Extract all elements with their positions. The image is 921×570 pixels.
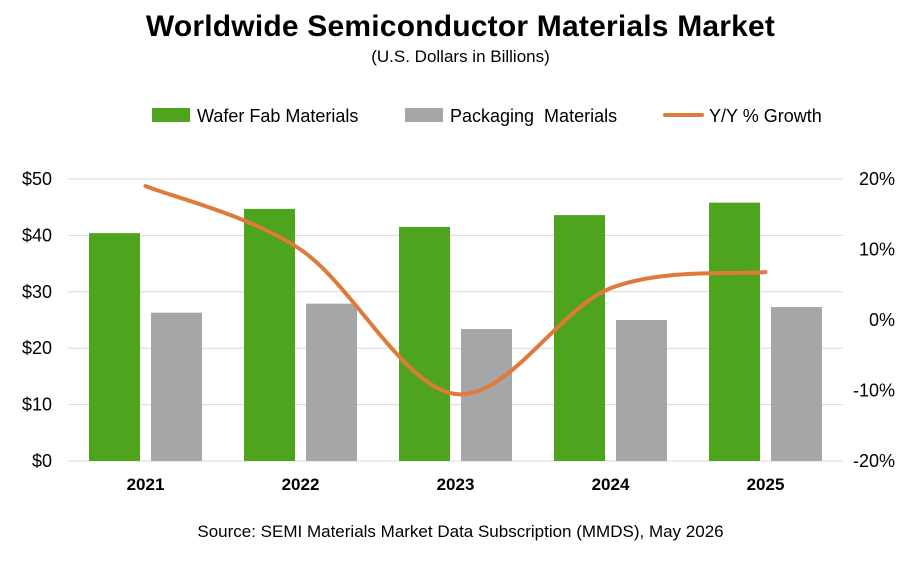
category-label-2022: 2022 (282, 475, 320, 494)
bar-packaging-materials-2025 (771, 307, 822, 461)
legend-label-yy-growth: Y/Y % Growth (709, 106, 822, 126)
right-axis-ticks: -20% -10% 0% 10% 20% (853, 169, 895, 471)
category-labels: 2021 2022 2023 2024 2025 (127, 475, 785, 494)
legend-swatch-packaging-materials (405, 108, 443, 122)
bar-wafer-fab-materials-2025 (709, 202, 760, 462)
bar-wafer-fab-materials-2024 (554, 215, 605, 461)
left-axis-tick-label: $0 (32, 451, 52, 471)
legend-label-packaging-materials: Packaging Materials (450, 106, 617, 126)
right-axis-tick-label: 0% (869, 310, 895, 330)
growth-line (143, 184, 768, 397)
left-axis-ticks: $0 $10 $20 $30 $40 $50 (22, 169, 52, 471)
right-axis-tick-label: 20% (859, 169, 895, 189)
growth-line-layer (143, 184, 768, 397)
bars (89, 202, 822, 462)
bar-wafer-fab-materials-2021 (89, 233, 140, 461)
bar-packaging-materials-2024 (616, 320, 667, 461)
chart-subtitle: (U.S. Dollars in Billions) (371, 47, 550, 66)
left-axis-tick-label: $40 (22, 225, 52, 245)
right-axis-tick-label: -20% (853, 451, 895, 471)
chart-title: Worldwide Semiconductor Materials Market (145, 10, 776, 43)
right-axis-tick-label: -10% (853, 381, 895, 401)
legend-label-wafer-fab-materials: Wafer Fab Materials (197, 106, 358, 126)
category-label-2025: 2025 (747, 475, 785, 494)
left-axis-tick-label: $30 (22, 282, 52, 302)
left-axis-tick-label: $20 (22, 338, 52, 358)
left-axis-tick-label: $50 (22, 169, 52, 189)
right-axis-tick-label: 10% (859, 240, 895, 260)
legend: Wafer Fab Materials Packaging Materials … (152, 106, 822, 126)
category-label-2021: 2021 (127, 475, 165, 494)
bar-packaging-materials-2022 (306, 303, 357, 461)
left-axis-tick-label: $10 (22, 395, 52, 415)
bar-wafer-fab-materials-2023 (399, 226, 450, 461)
chart-source-note: Source: SEMI Materials Market Data Subsc… (197, 522, 724, 541)
category-label-2024: 2024 (592, 475, 630, 494)
bar-wafer-fab-materials-2022 (244, 208, 295, 461)
category-label-2023: 2023 (437, 475, 475, 494)
legend-swatch-wafer-fab-materials (152, 108, 190, 122)
bar-packaging-materials-2021 (151, 312, 202, 461)
